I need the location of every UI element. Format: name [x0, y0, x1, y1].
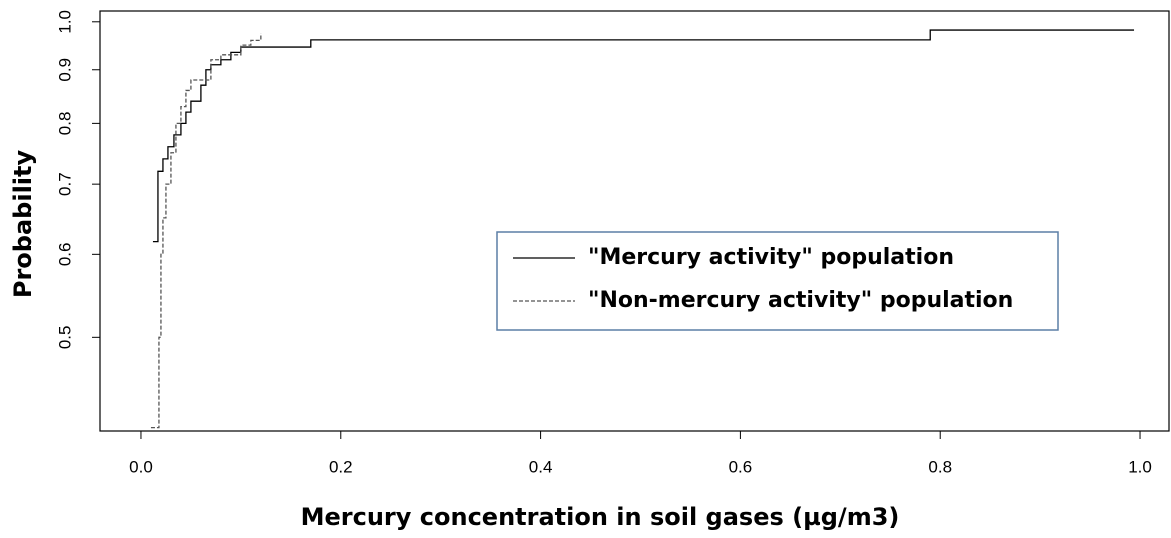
x-tick-label: 0.8 — [928, 457, 952, 476]
x-tick-label: 0.0 — [129, 457, 153, 476]
y-tick-label: 0.6 — [55, 243, 74, 267]
step-line — [152, 29, 1135, 243]
legend-label: "Mercury activity" population — [588, 245, 954, 270]
y-axis-label: Probability — [9, 150, 37, 299]
y-tick-label: 1.0 — [55, 10, 74, 34]
plot-frame — [99, 10, 1170, 432]
x-tick-label: 0.2 — [329, 457, 353, 476]
x-tick-label: 1.0 — [1128, 457, 1152, 476]
y-tick-label: 0.7 — [55, 172, 74, 196]
y-tick-label: 0.5 — [55, 326, 74, 350]
legend-label: "Non-mercury activity" population — [588, 288, 1013, 313]
y-tick-label: 0.8 — [55, 112, 74, 136]
x-tick-label: 0.4 — [529, 457, 553, 476]
y-tick-label: 0.9 — [55, 58, 74, 82]
legend-box — [496, 231, 1059, 331]
x-axis-label: Mercury concentration in soil gases (µg/… — [301, 503, 900, 531]
x-tick-label: 0.6 — [729, 457, 753, 476]
step-line — [150, 33, 262, 429]
